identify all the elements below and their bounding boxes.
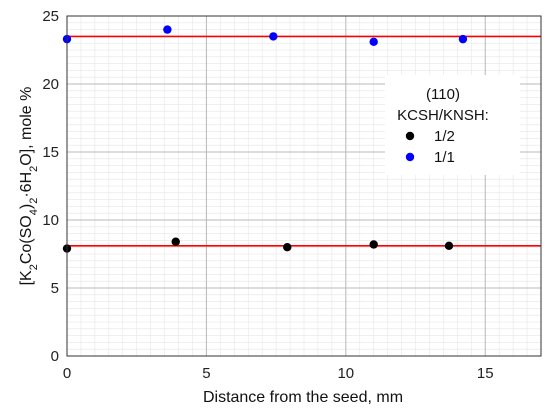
x-tick-label: 15	[477, 365, 494, 382]
legend-marker-series-2	[405, 152, 415, 162]
plot-frame	[66, 15, 542, 357]
data-point-series-1	[283, 243, 292, 252]
data-point-series-2	[369, 37, 378, 47]
y-tick-label: 5	[51, 280, 59, 297]
data-point-series-1	[369, 240, 378, 249]
minor-grid	[67, 16, 542, 356]
y-tick-labels: 0 5 10 15 20 25	[42, 8, 59, 365]
y-tick-label: 0	[51, 348, 59, 365]
y-tick-label: 25	[42, 8, 59, 25]
legend: (110) KCSH/KNSH: 1/2 1/1	[385, 75, 520, 175]
x-tick-label: 5	[202, 365, 210, 382]
y-tick-label: 15	[42, 144, 59, 161]
data-point-series-1	[444, 241, 454, 251]
data-point-series-2	[458, 34, 468, 44]
data-point-series-2	[269, 32, 278, 41]
legend-title-line2: KCSH/KNSH:	[397, 107, 489, 124]
legend-label-series-1: 1/2	[434, 128, 455, 145]
data-point-series-1	[171, 237, 180, 246]
y-tick-label: 10	[42, 212, 59, 229]
x-axis-label: Distance from the seed, mm	[203, 389, 403, 406]
x-tick-label: 0	[63, 365, 71, 382]
legend-marker-series-1	[405, 131, 415, 141]
x-tick-labels: 0 5 10 15	[63, 365, 494, 382]
legend-label-series-2: 1/1	[434, 149, 455, 166]
data-point-series-2	[163, 25, 172, 34]
legend-title-line1: (110)	[426, 86, 460, 103]
x-tick-label: 10	[337, 365, 354, 382]
y-tick-label: 20	[42, 76, 59, 93]
y-axis-label: [K2Co(SO4)2·6H2O], mole %	[18, 87, 40, 286]
data-points	[62, 25, 468, 253]
